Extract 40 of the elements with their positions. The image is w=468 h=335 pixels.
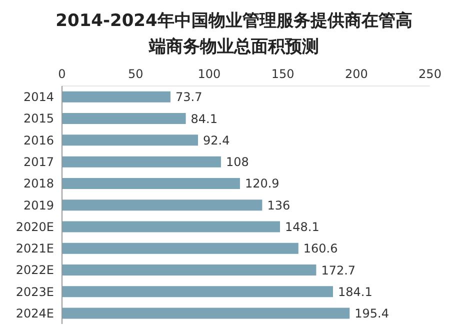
data-label: 136: [267, 198, 290, 212]
bar: [62, 264, 316, 276]
data-label: 108: [226, 155, 249, 170]
bar: [62, 156, 221, 168]
y-tick-label: 2018: [23, 176, 54, 191]
bar: [62, 308, 350, 319]
bar: [62, 178, 240, 189]
data-label: 160.6: [303, 242, 338, 256]
bar: [62, 242, 298, 254]
x-tick-label: 50: [128, 67, 144, 81]
data-label: 195.4: [354, 306, 389, 321]
y-tick-label: 2020E: [16, 220, 54, 234]
y-tick-label: 2021E: [16, 242, 54, 256]
y-tick-label: 2014: [23, 90, 54, 104]
x-tick-label: 200: [344, 67, 368, 81]
data-label: 84.1: [190, 112, 218, 126]
bar: [62, 113, 186, 124]
y-tick-label: 2024E: [16, 306, 54, 320]
x-tick-label: 100: [198, 67, 221, 81]
y-tick-label: 2015: [23, 112, 54, 126]
data-label: 148.1: [285, 220, 320, 234]
data-label: 172.7: [321, 263, 356, 278]
bar: [62, 221, 280, 232]
bar: [62, 134, 198, 146]
data-label: 184.1: [338, 284, 372, 299]
bar: [62, 91, 170, 102]
y-tick-label: 2019: [23, 198, 54, 212]
y-tick-label: 2017: [23, 154, 54, 169]
y-tick-label: 2022E: [16, 263, 54, 278]
y-tick-label: 2016: [23, 133, 54, 148]
data-label: 92.4: [203, 133, 230, 148]
x-tick-label: 0: [58, 67, 66, 81]
x-tick-label: 150: [271, 67, 294, 81]
y-tick-label: 2023E: [16, 284, 54, 299]
chart-title: 2014-2024年中国物业管理服务提供商在管高端商务物业总面积预测: [54, 10, 414, 59]
data-label: 73.7: [175, 90, 202, 104]
bar: [62, 200, 262, 211]
x-tick-label: 250: [418, 67, 442, 81]
bar: [62, 286, 333, 298]
data-label: 120.9: [244, 176, 280, 191]
